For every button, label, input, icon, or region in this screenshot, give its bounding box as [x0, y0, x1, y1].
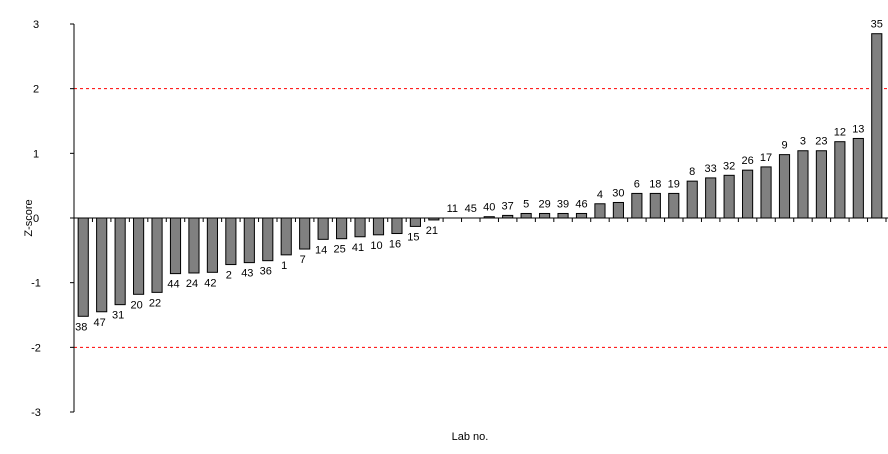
bar-label: 44: [167, 279, 179, 291]
bar-label: 29: [538, 198, 550, 210]
bar-label: 8: [689, 166, 695, 178]
bar: [778, 154, 791, 219]
bar: [336, 217, 348, 240]
bar-label: 21: [426, 225, 438, 237]
y-tick-label: -2: [31, 342, 41, 354]
bar: [391, 217, 403, 235]
bar: [797, 150, 809, 219]
bar-label: 1: [281, 260, 287, 272]
bar-label: 4: [597, 189, 603, 201]
bar: [206, 217, 218, 273]
bar-label: 30: [612, 187, 624, 199]
bar-label: 45: [465, 203, 477, 215]
bar-label: 35: [871, 19, 883, 31]
bar: [280, 217, 292, 256]
bar: [243, 217, 255, 264]
bar-label: 20: [130, 299, 142, 311]
bar-label: 38: [75, 321, 87, 333]
bar-label: 47: [94, 317, 106, 329]
bar: [612, 201, 624, 219]
y-tick-label: 1: [33, 148, 39, 160]
bar-label: 46: [575, 198, 587, 210]
bar-label: 37: [502, 200, 514, 212]
bar-label: 43: [241, 268, 253, 280]
bar-label: 31: [112, 310, 124, 322]
bar-label: 10: [370, 240, 382, 252]
bar-label: 40: [483, 202, 495, 214]
bar-label: 15: [407, 231, 419, 243]
bar-label: 36: [260, 266, 272, 278]
y-axis-title-wrap: Z-score: [23, 199, 35, 236]
bar: [594, 203, 606, 219]
y-tick-label: 2: [33, 84, 39, 96]
bar-label: 13: [852, 123, 864, 135]
bar: [372, 217, 385, 236]
bar-label: 24: [186, 278, 198, 290]
bar: [575, 212, 588, 219]
y-tick-label: -1: [31, 278, 41, 290]
bar: [317, 217, 329, 240]
bar: [77, 217, 89, 317]
bar: [520, 212, 532, 219]
bar-label: 16: [389, 239, 401, 251]
bar: [188, 217, 200, 274]
bar: [631, 192, 643, 219]
bar-label: 41: [352, 242, 364, 254]
bar: [723, 174, 735, 219]
bar: [169, 217, 182, 275]
bar: [96, 217, 108, 313]
bar-label: 39: [557, 198, 569, 210]
bar: [668, 192, 680, 219]
bar: [686, 180, 698, 219]
bar-label: 12: [834, 127, 846, 139]
bar: [834, 141, 846, 219]
bar-label: 2: [226, 270, 232, 282]
bar-label: 32: [723, 160, 735, 172]
bar-label: 5: [523, 198, 529, 210]
bar: [133, 217, 145, 295]
bar-label: 14: [315, 244, 327, 256]
bar-label: 11: [447, 203, 458, 215]
bar-label: 6: [634, 178, 640, 190]
bar-label: 22: [149, 297, 161, 309]
bar: [225, 217, 237, 266]
bar-label: 17: [760, 152, 772, 164]
bar: [354, 217, 366, 238]
bar-label: 23: [815, 136, 827, 148]
bar: [815, 150, 827, 219]
bar: [299, 217, 311, 250]
bar-label: 19: [668, 178, 680, 190]
y-tick-label: 0: [33, 213, 39, 225]
bar: [852, 137, 864, 219]
bars: [77, 33, 883, 317]
bar: [114, 217, 126, 306]
y-tick-label: -3: [31, 407, 41, 419]
bar-label: 7: [300, 254, 306, 266]
bar-label: 25: [333, 244, 345, 256]
bar: [649, 192, 661, 219]
bar: [539, 212, 551, 219]
reference-lines: [74, 88, 888, 348]
bar: [409, 217, 421, 227]
y-axis-title: Z-score: [23, 199, 35, 236]
bar: [760, 166, 772, 219]
bar-label: 33: [705, 163, 717, 175]
bar-label: 18: [649, 178, 661, 190]
bar: [151, 217, 163, 293]
bar: [871, 33, 883, 219]
y-tick-label: 3: [33, 19, 39, 31]
bar: [557, 212, 569, 219]
bar-label: 42: [204, 277, 216, 289]
bar: [262, 217, 274, 262]
bar-label: 9: [781, 140, 787, 152]
bar: [742, 169, 754, 219]
bar: [705, 177, 717, 219]
bar-label: 3: [800, 136, 806, 148]
x-axis: [74, 217, 888, 222]
y-axis: 3 2 1 0 -1 -2 -3: [31, 19, 75, 419]
bar-label: 26: [741, 155, 753, 167]
x-axis-title: Lab no.: [452, 431, 489, 443]
